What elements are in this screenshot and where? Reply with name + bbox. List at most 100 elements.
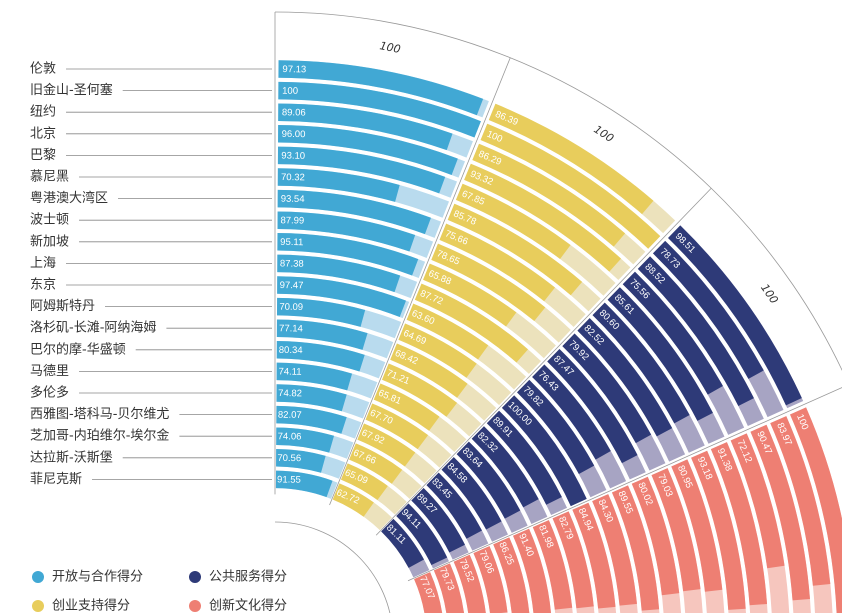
bar bbox=[592, 302, 690, 424]
bar bbox=[433, 563, 464, 613]
city-label: 上海 bbox=[30, 256, 56, 271]
city-label: 波士顿 bbox=[30, 213, 69, 228]
sector-line bbox=[407, 387, 842, 582]
bar bbox=[349, 443, 403, 484]
bar bbox=[332, 483, 374, 517]
value-label: 93.10 bbox=[281, 150, 305, 161]
value-label: 100 bbox=[282, 86, 298, 97]
bar bbox=[592, 494, 637, 606]
bar bbox=[532, 520, 573, 610]
value-label: 80.34 bbox=[279, 345, 303, 356]
city-label: 纽约 bbox=[30, 105, 56, 120]
value-label: 74.82 bbox=[278, 388, 302, 399]
bar bbox=[277, 189, 431, 235]
bar bbox=[464, 163, 622, 272]
bar bbox=[276, 405, 347, 434]
city-label: 北京 bbox=[30, 126, 56, 141]
bar bbox=[278, 81, 481, 138]
legend-swatch bbox=[32, 571, 44, 583]
city-label: 洛杉矶-长滩-阿纳海姆 bbox=[30, 321, 156, 336]
value-label: 95.11 bbox=[280, 237, 303, 248]
sector-max-label: 100 bbox=[591, 123, 616, 145]
bar bbox=[453, 554, 486, 613]
legend-label: 开放与合作得分 bbox=[52, 569, 143, 585]
bar bbox=[472, 143, 626, 247]
bar bbox=[373, 383, 440, 431]
legend-swatch bbox=[189, 571, 201, 583]
bar bbox=[501, 395, 587, 507]
value-label: 89.06 bbox=[282, 107, 306, 118]
bar bbox=[423, 263, 517, 327]
bar bbox=[730, 433, 785, 569]
bar bbox=[439, 223, 556, 302]
sector-line bbox=[329, 57, 511, 506]
bar bbox=[365, 403, 429, 450]
bar bbox=[278, 103, 453, 151]
city-label: 东京 bbox=[30, 278, 56, 293]
bar bbox=[390, 343, 468, 398]
bar bbox=[668, 225, 802, 406]
bar bbox=[572, 502, 616, 609]
bar bbox=[691, 450, 746, 610]
bar bbox=[637, 256, 754, 407]
bar bbox=[611, 485, 660, 611]
bar bbox=[277, 211, 416, 252]
value-label: 93.54 bbox=[281, 194, 305, 205]
city-label: 芝加哥-内珀维尔-埃尔金 bbox=[30, 428, 169, 444]
bar bbox=[486, 410, 562, 505]
legend-swatch bbox=[32, 600, 44, 612]
legend-swatch bbox=[189, 600, 201, 612]
city-label: 慕尼黑 bbox=[30, 170, 69, 185]
bar bbox=[382, 363, 458, 417]
value-label: 74.06 bbox=[278, 431, 302, 442]
bar bbox=[790, 407, 842, 613]
bar bbox=[277, 254, 401, 293]
city-label: 西雅图-塔科马-贝尔维尤 bbox=[30, 407, 169, 422]
sector-line bbox=[375, 187, 712, 536]
legend-label: 创业支持得分 bbox=[52, 598, 130, 613]
city-label: 达拉斯-沃斯堡 bbox=[30, 449, 113, 465]
value-label: 91.55 bbox=[277, 474, 301, 485]
value-label: 70.56 bbox=[277, 453, 301, 464]
bar bbox=[517, 379, 595, 474]
bar bbox=[532, 364, 611, 460]
bar bbox=[276, 362, 353, 391]
value-label: 97.13 bbox=[282, 64, 306, 75]
bar bbox=[441, 457, 502, 530]
bar bbox=[710, 442, 768, 606]
bar bbox=[471, 426, 539, 508]
bar bbox=[398, 323, 477, 378]
city-label: 新加坡 bbox=[30, 233, 69, 249]
bar bbox=[750, 424, 810, 601]
bar bbox=[513, 528, 551, 613]
bar bbox=[414, 572, 443, 613]
bar bbox=[276, 384, 347, 412]
bar bbox=[447, 203, 583, 296]
legend-label: 创新文化得分 bbox=[209, 598, 287, 613]
bar bbox=[278, 125, 458, 175]
bar bbox=[276, 297, 366, 327]
bar bbox=[473, 546, 508, 613]
bar bbox=[276, 341, 365, 372]
value-label: 82.07 bbox=[278, 410, 302, 421]
bar bbox=[770, 416, 831, 586]
bar bbox=[488, 103, 654, 215]
city-label: 菲尼克斯 bbox=[30, 472, 82, 487]
city-label: 马德里 bbox=[30, 364, 69, 379]
inner-arc bbox=[274, 521, 391, 613]
bar bbox=[277, 146, 446, 194]
bar bbox=[277, 276, 407, 317]
city-label: 巴黎 bbox=[30, 148, 56, 163]
city-label: 粤港澳大湾区 bbox=[30, 190, 108, 206]
sector-max-label: 100 bbox=[758, 282, 781, 307]
value-label: 70.32 bbox=[281, 172, 305, 183]
bar bbox=[381, 518, 425, 568]
city-label: 伦敦 bbox=[30, 61, 56, 77]
value-label: 97.47 bbox=[280, 280, 304, 291]
bar bbox=[277, 233, 419, 276]
city-label: 阿姆斯特丹 bbox=[30, 299, 95, 314]
value-label: 87.38 bbox=[280, 258, 304, 269]
bar bbox=[651, 468, 701, 592]
value-label: 77.14 bbox=[279, 323, 303, 334]
